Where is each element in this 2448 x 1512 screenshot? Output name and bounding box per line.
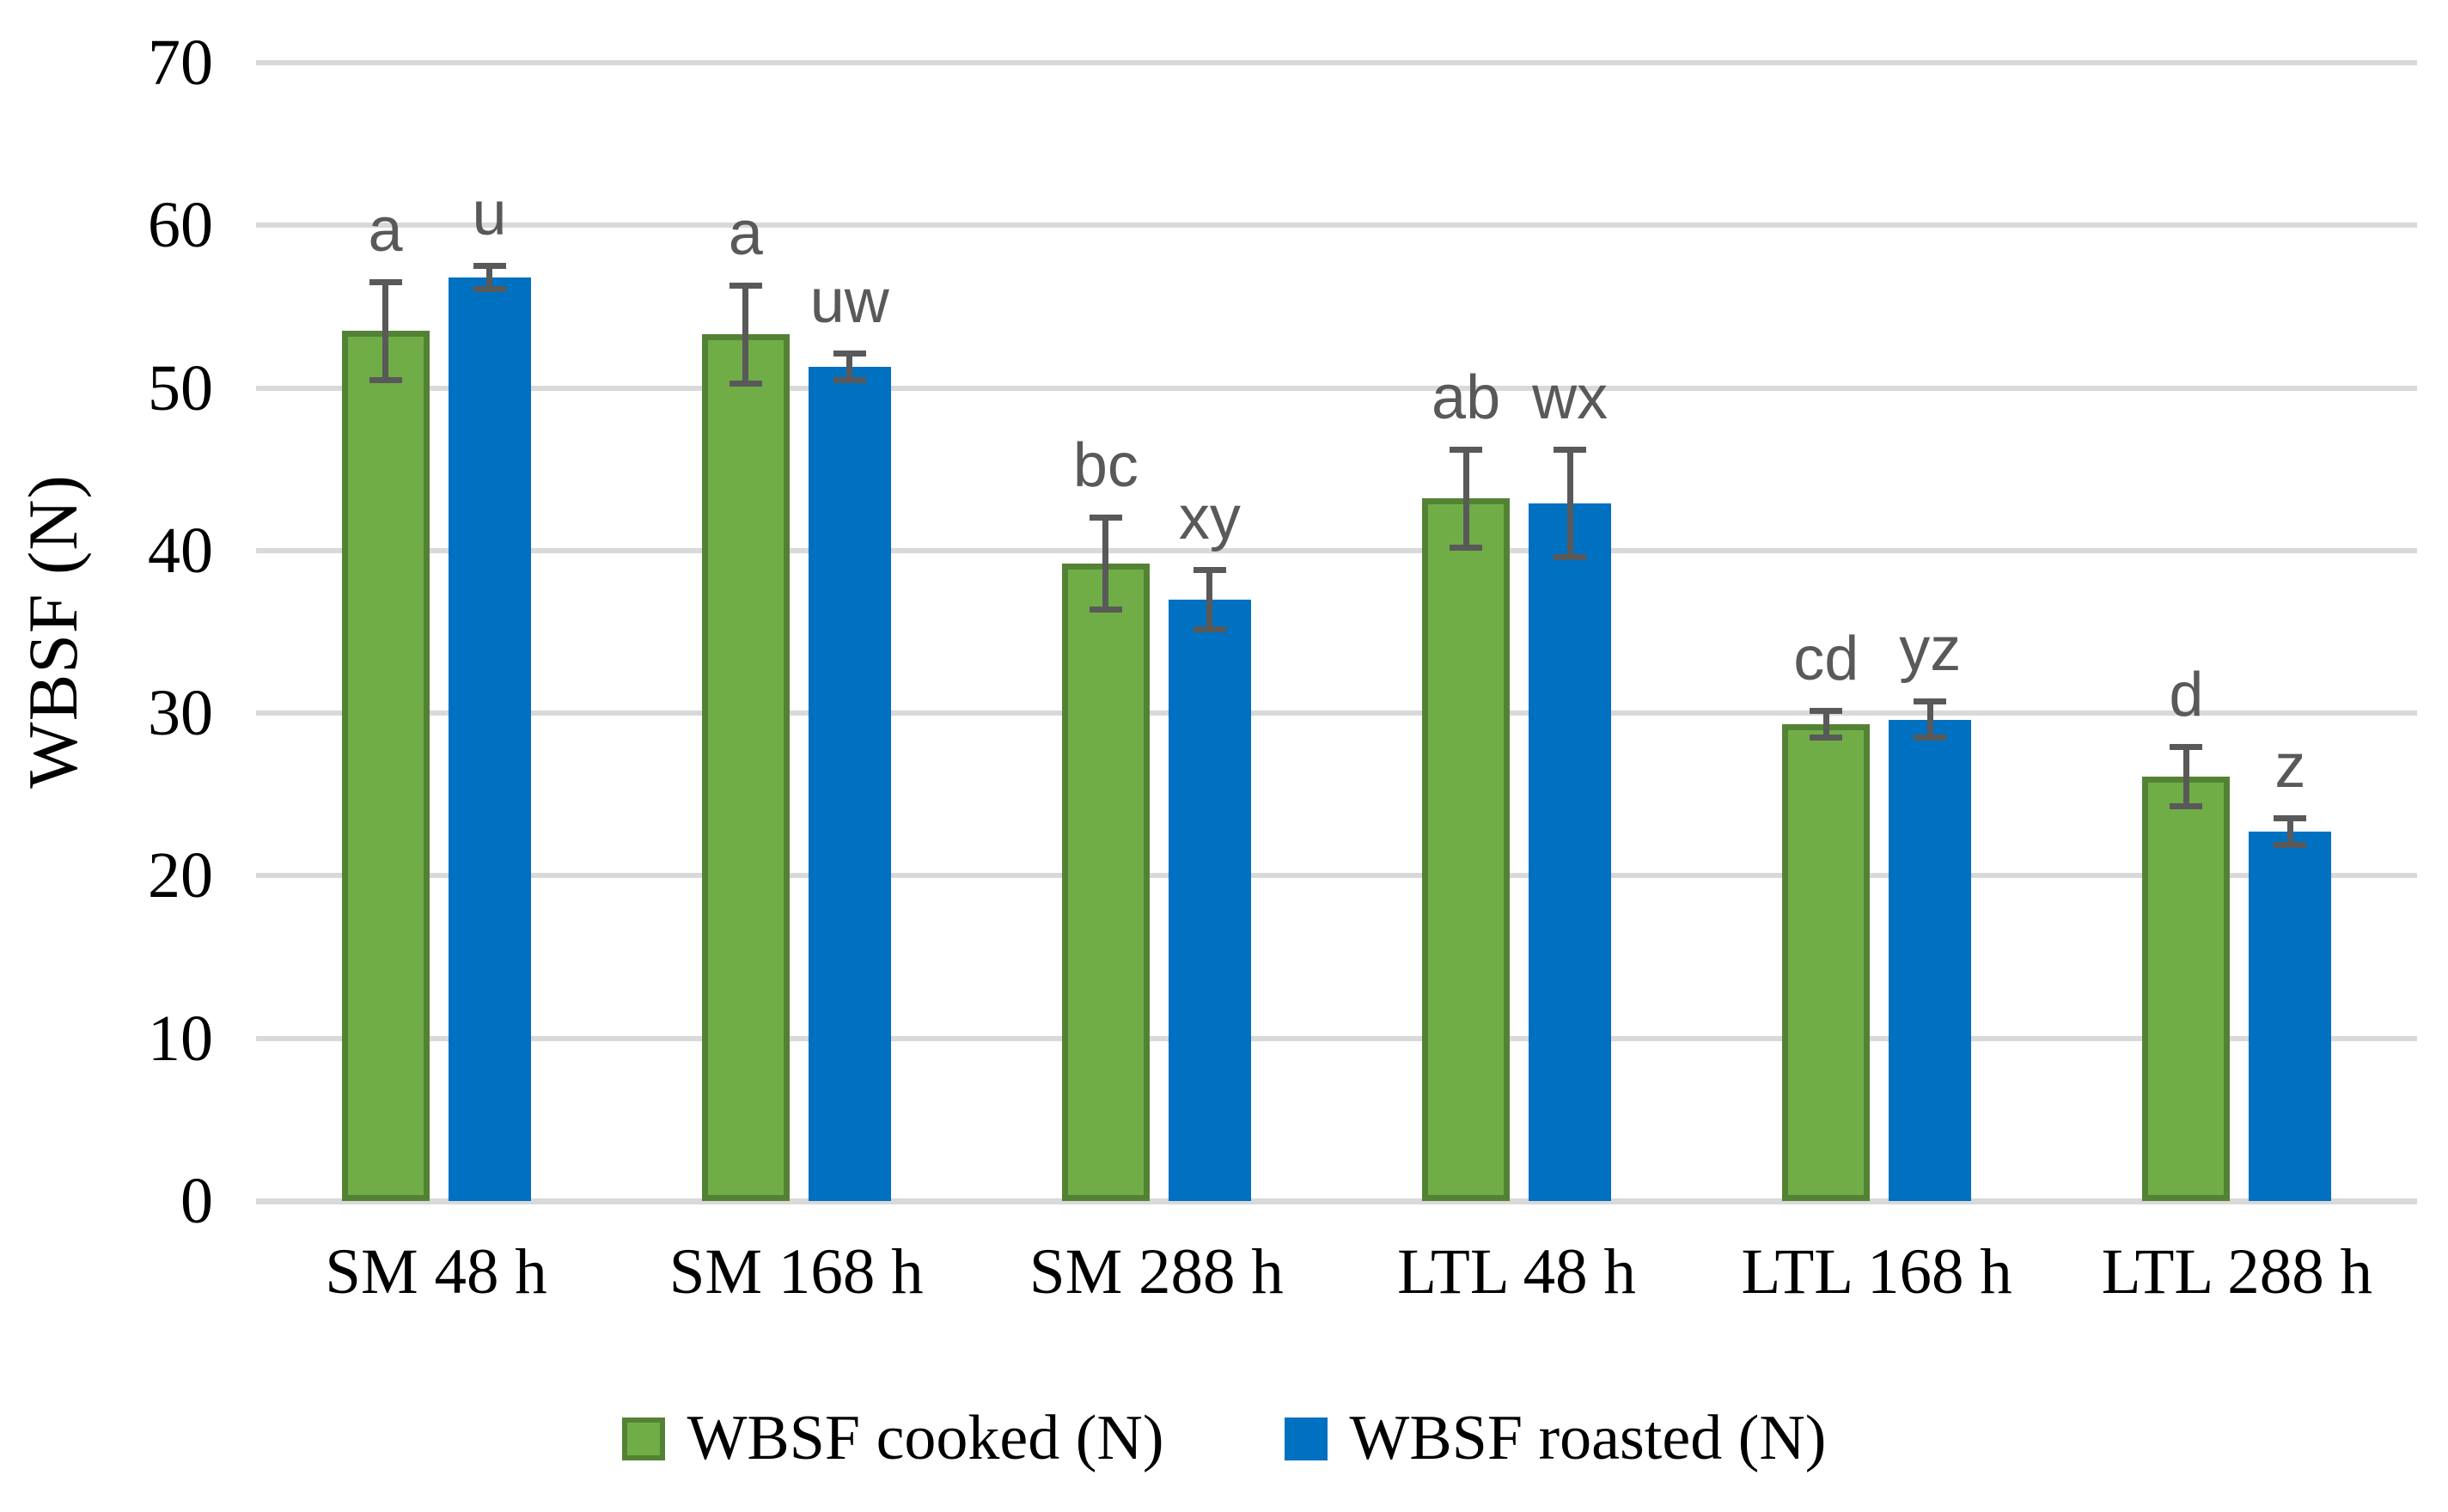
sig-letter-z: z <box>2274 732 2306 802</box>
error-cap-bottom <box>2170 802 2203 809</box>
legend-item-cooked: WBSF cooked (N) <box>621 1402 1164 1475</box>
x-label-ltl-168-h: LTL 168 h <box>1741 1236 2012 1308</box>
sig-letter-uw: uw <box>809 267 889 337</box>
error-cap-top <box>2274 815 2307 822</box>
error-cap-top <box>1089 515 1122 521</box>
x-label-sm-168-h: SM 168 h <box>668 1236 924 1308</box>
legend-label-cooked: WBSF cooked (N) <box>687 1403 1164 1473</box>
error-cap-bottom <box>1810 735 1843 741</box>
error-cap-bottom <box>369 376 402 383</box>
bar-cooked-6 <box>2142 776 2231 1201</box>
bar-cooked-1 <box>341 331 430 1201</box>
error-bar <box>1566 446 1573 561</box>
error-cap-bottom <box>1193 625 1226 632</box>
sig-letter-bc: bc <box>1072 431 1139 501</box>
x-label-ltl-288-h: LTL 288 h <box>2101 1236 2372 1308</box>
error-bar <box>2182 744 2189 809</box>
error-cap-bottom <box>1554 554 1587 561</box>
legend-swatch-cooked-icon <box>621 1417 665 1460</box>
error-cap-top <box>2170 744 2203 751</box>
gridline-0 <box>256 1198 2417 1204</box>
gridline-50 <box>256 385 2417 391</box>
error-cap-top <box>833 351 866 357</box>
bar-roasted-1 <box>448 277 531 1201</box>
gridline-70 <box>256 60 2417 65</box>
y-tick-20: 20 <box>148 839 213 912</box>
error-bar <box>1102 515 1109 613</box>
error-cap-top <box>1193 566 1226 573</box>
y-tick-40: 40 <box>148 514 213 587</box>
legend-item-roasted: WBSF roasted (N) <box>1284 1402 1827 1475</box>
error-bar <box>382 278 389 383</box>
gridline-60 <box>256 223 2417 229</box>
sig-letter-a: a <box>728 198 763 268</box>
y-tick-50: 50 <box>148 351 213 424</box>
error-cap-bottom <box>1914 735 1947 741</box>
legend-swatch-roasted-icon <box>1284 1417 1328 1460</box>
error-cap-bottom <box>2274 842 2307 849</box>
legend-label-roasted: WBSF roasted (N) <box>1349 1403 1827 1473</box>
error-bar <box>1926 698 1933 741</box>
error-bar <box>846 351 853 383</box>
error-cap-top <box>1810 708 1843 715</box>
error-cap-top <box>369 278 402 285</box>
error-cap-top <box>1554 446 1587 453</box>
y-tick-0: 0 <box>180 1165 213 1237</box>
bar-cooked-4 <box>1422 498 1511 1201</box>
sig-letter-d: d <box>2169 661 2204 730</box>
error-bar <box>742 282 749 387</box>
y-tick-60: 60 <box>148 189 213 262</box>
error-bar <box>486 262 493 292</box>
x-label-sm-48-h: SM 48 h <box>325 1236 547 1308</box>
error-cap-bottom <box>729 380 762 387</box>
bar-cooked-2 <box>701 334 790 1201</box>
gridline-40 <box>256 547 2417 553</box>
gridline-10 <box>256 1035 2417 1041</box>
error-cap-top <box>729 282 762 289</box>
bar-roasted-5 <box>1889 719 1972 1201</box>
sig-letter-cd: cd <box>1793 625 1859 694</box>
error-cap-top <box>1450 446 1483 453</box>
error-cap-top <box>1914 698 1947 705</box>
bar-roasted-4 <box>1529 503 1612 1201</box>
y-tick-30: 30 <box>148 677 213 750</box>
error-bar <box>1462 446 1469 551</box>
error-bar <box>1822 708 1829 741</box>
sig-letter-ab: ab <box>1432 363 1501 432</box>
error-cap-bottom <box>473 285 506 292</box>
error-cap-bottom <box>1450 544 1483 551</box>
error-bar <box>2286 815 2293 849</box>
gridline-20 <box>256 873 2417 879</box>
bar-cooked-5 <box>1782 724 1871 1201</box>
sig-letter-wx: wx <box>1532 363 1609 432</box>
sig-letter-xy: xy <box>1178 483 1241 552</box>
gridline-30 <box>256 710 2417 716</box>
error-bar <box>1206 566 1213 632</box>
error-cap-top <box>473 262 506 269</box>
y-tick-70: 70 <box>148 27 213 99</box>
sig-letter-u: u <box>472 179 507 248</box>
sig-letter-a: a <box>368 195 403 265</box>
legend: WBSF cooked (N) WBSF roasted (N) <box>0 1402 2448 1475</box>
bar-roasted-2 <box>808 366 891 1201</box>
bar-roasted-3 <box>1168 599 1251 1201</box>
x-label-sm-288-h: SM 288 h <box>1029 1236 1284 1308</box>
bar-roasted-6 <box>2249 832 2332 1201</box>
error-cap-bottom <box>1089 606 1122 613</box>
bar-cooked-3 <box>1061 564 1150 1201</box>
error-cap-bottom <box>833 376 866 383</box>
y-tick-10: 10 <box>148 1002 213 1075</box>
x-label-ltl-48-h: LTL 48 h <box>1397 1236 1636 1308</box>
sig-letter-yz: yz <box>1899 615 1962 685</box>
